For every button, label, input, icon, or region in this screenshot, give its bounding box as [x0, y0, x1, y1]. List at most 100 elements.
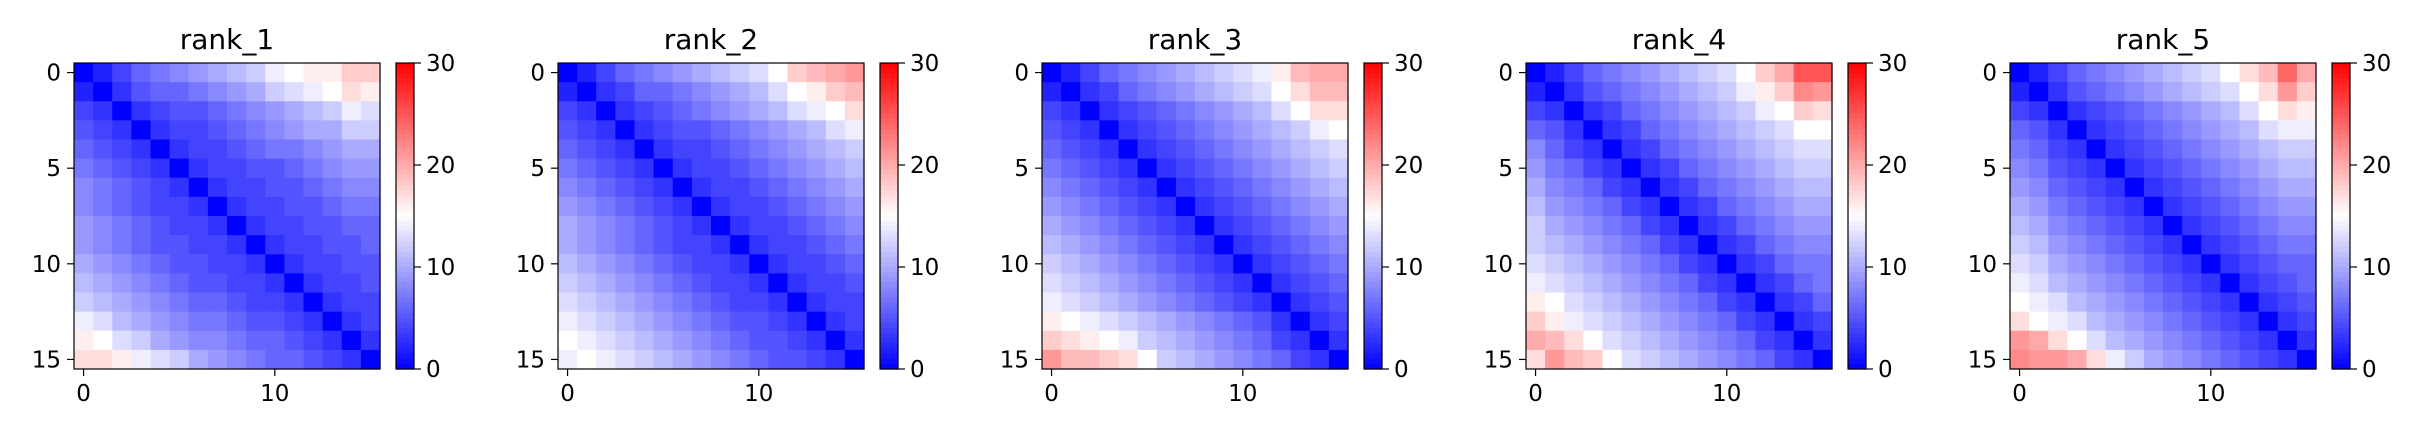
heatmap-cell [1290, 139, 1311, 160]
colorbar-segment [1848, 216, 1866, 222]
heatmap-cell [1156, 292, 1177, 313]
heatmap-cell [2163, 349, 2183, 370]
heatmap-cell [1526, 235, 1546, 255]
heatmap-cell [2182, 216, 2202, 236]
heatmap-cell [1698, 101, 1718, 121]
heatmap-cell [1793, 254, 1814, 274]
heatmap-cell [265, 101, 285, 121]
colorbar-segment [396, 98, 414, 105]
colorbar-segment [1848, 63, 1866, 69]
heatmap-cell [2143, 139, 2164, 160]
colorbar-segment [1848, 231, 1866, 237]
heatmap-cell [1545, 196, 1565, 217]
heatmap-cell [615, 82, 636, 102]
heatmap-cell [730, 139, 750, 160]
heatmap-cell [691, 177, 712, 198]
heatmap-cell [341, 63, 362, 83]
heatmap-cell [265, 139, 285, 160]
colorbar-segment [396, 363, 414, 370]
colorbar-segment [1364, 124, 1382, 130]
heatmap-cell [1755, 63, 1776, 83]
colorbar-segment [2332, 108, 2350, 115]
heatmap-cell [1621, 311, 1642, 332]
heatmap-cell [2220, 254, 2241, 274]
heatmap-cell [1156, 216, 1177, 236]
heatmap-cell [1526, 177, 1546, 198]
heatmap-cell [1755, 177, 1776, 198]
heatmap-cell [265, 330, 285, 351]
heatmap-cell [1602, 311, 1623, 332]
heatmap-cell [1042, 177, 1062, 198]
heatmap-cell [131, 196, 152, 217]
heatmap-cell [1175, 273, 1196, 294]
colorbar-segment [1848, 185, 1866, 192]
heatmap-cell [2105, 101, 2126, 121]
panel-title: rank_1 [180, 23, 274, 56]
heatmap-cell [360, 82, 381, 102]
heatmap-cell [1099, 120, 1120, 141]
heatmap-cell [169, 292, 190, 313]
heatmap-cell [1698, 120, 1718, 141]
heatmap-cell [1812, 292, 1833, 313]
heatmap-cell [150, 349, 171, 370]
heatmap-cell [1602, 254, 1623, 274]
heatmap-cell [2086, 63, 2107, 83]
colorbar-tick-label: 10 [426, 255, 455, 281]
heatmap-cell [246, 196, 266, 217]
y-tick-label: 0 [1982, 61, 1997, 87]
panel-title: rank_2 [664, 23, 758, 56]
x-tick-label: 10 [744, 381, 773, 407]
heatmap-cell [1328, 120, 1349, 141]
heatmap-cell [322, 101, 343, 121]
heatmap-cell [1080, 158, 1100, 179]
colorbar-segment [880, 292, 898, 299]
heatmap-cell [1583, 120, 1604, 141]
colorbar-segment [1364, 307, 1382, 314]
heatmap-cell [1793, 101, 1814, 121]
heatmap-cell [188, 273, 209, 294]
heatmap-cell [2105, 177, 2126, 198]
heatmap-cell [2067, 254, 2088, 274]
colorbar-segment [1364, 272, 1382, 278]
heatmap-cell [2277, 101, 2298, 121]
heatmap-cell [768, 254, 789, 274]
heatmap-cell [303, 63, 324, 83]
heatmap-cell [1774, 101, 1795, 121]
heatmap-cell [1290, 63, 1311, 83]
heatmap-cell [1564, 330, 1584, 351]
heatmap-cell [1042, 196, 1062, 217]
colorbar-segment [1364, 282, 1382, 288]
heatmap-cell [265, 273, 285, 294]
heatmap-cell [691, 254, 712, 274]
heatmap-cell [768, 235, 789, 255]
colorbar-segment [1364, 343, 1382, 350]
heatmap-cell [1290, 330, 1311, 351]
colorbar-segment [880, 287, 898, 294]
heatmap-cell [2124, 311, 2145, 332]
heatmap-cell [265, 82, 285, 102]
heatmap-cell [1812, 158, 1833, 179]
heatmap-cell [2220, 177, 2241, 198]
heatmap-cell [1233, 330, 1253, 351]
heatmap-cell [1175, 120, 1196, 141]
colorbar-segment [396, 307, 414, 314]
colorbar-segment [396, 73, 414, 79]
heatmap-cell [2239, 158, 2260, 179]
heatmap-cell [1175, 292, 1196, 313]
heatmap-cell [2163, 158, 2183, 179]
heatmap-cell [2239, 235, 2260, 255]
heatmap-cell [169, 235, 190, 255]
heatmap-cell [1195, 120, 1215, 141]
colorbar-segment [880, 114, 898, 120]
heatmap-cell [1061, 273, 1081, 294]
heatmap-cell [1080, 349, 1100, 370]
heatmap-cell [1099, 311, 1120, 332]
heatmap-cell [691, 63, 712, 83]
heatmap-cell [1679, 254, 1699, 274]
heatmap-cell [558, 139, 578, 160]
heatmap-cell [1042, 235, 1062, 255]
heatmap-cell [2143, 196, 2164, 217]
colorbar-segment [2332, 175, 2350, 181]
heatmap-cell [112, 177, 132, 198]
